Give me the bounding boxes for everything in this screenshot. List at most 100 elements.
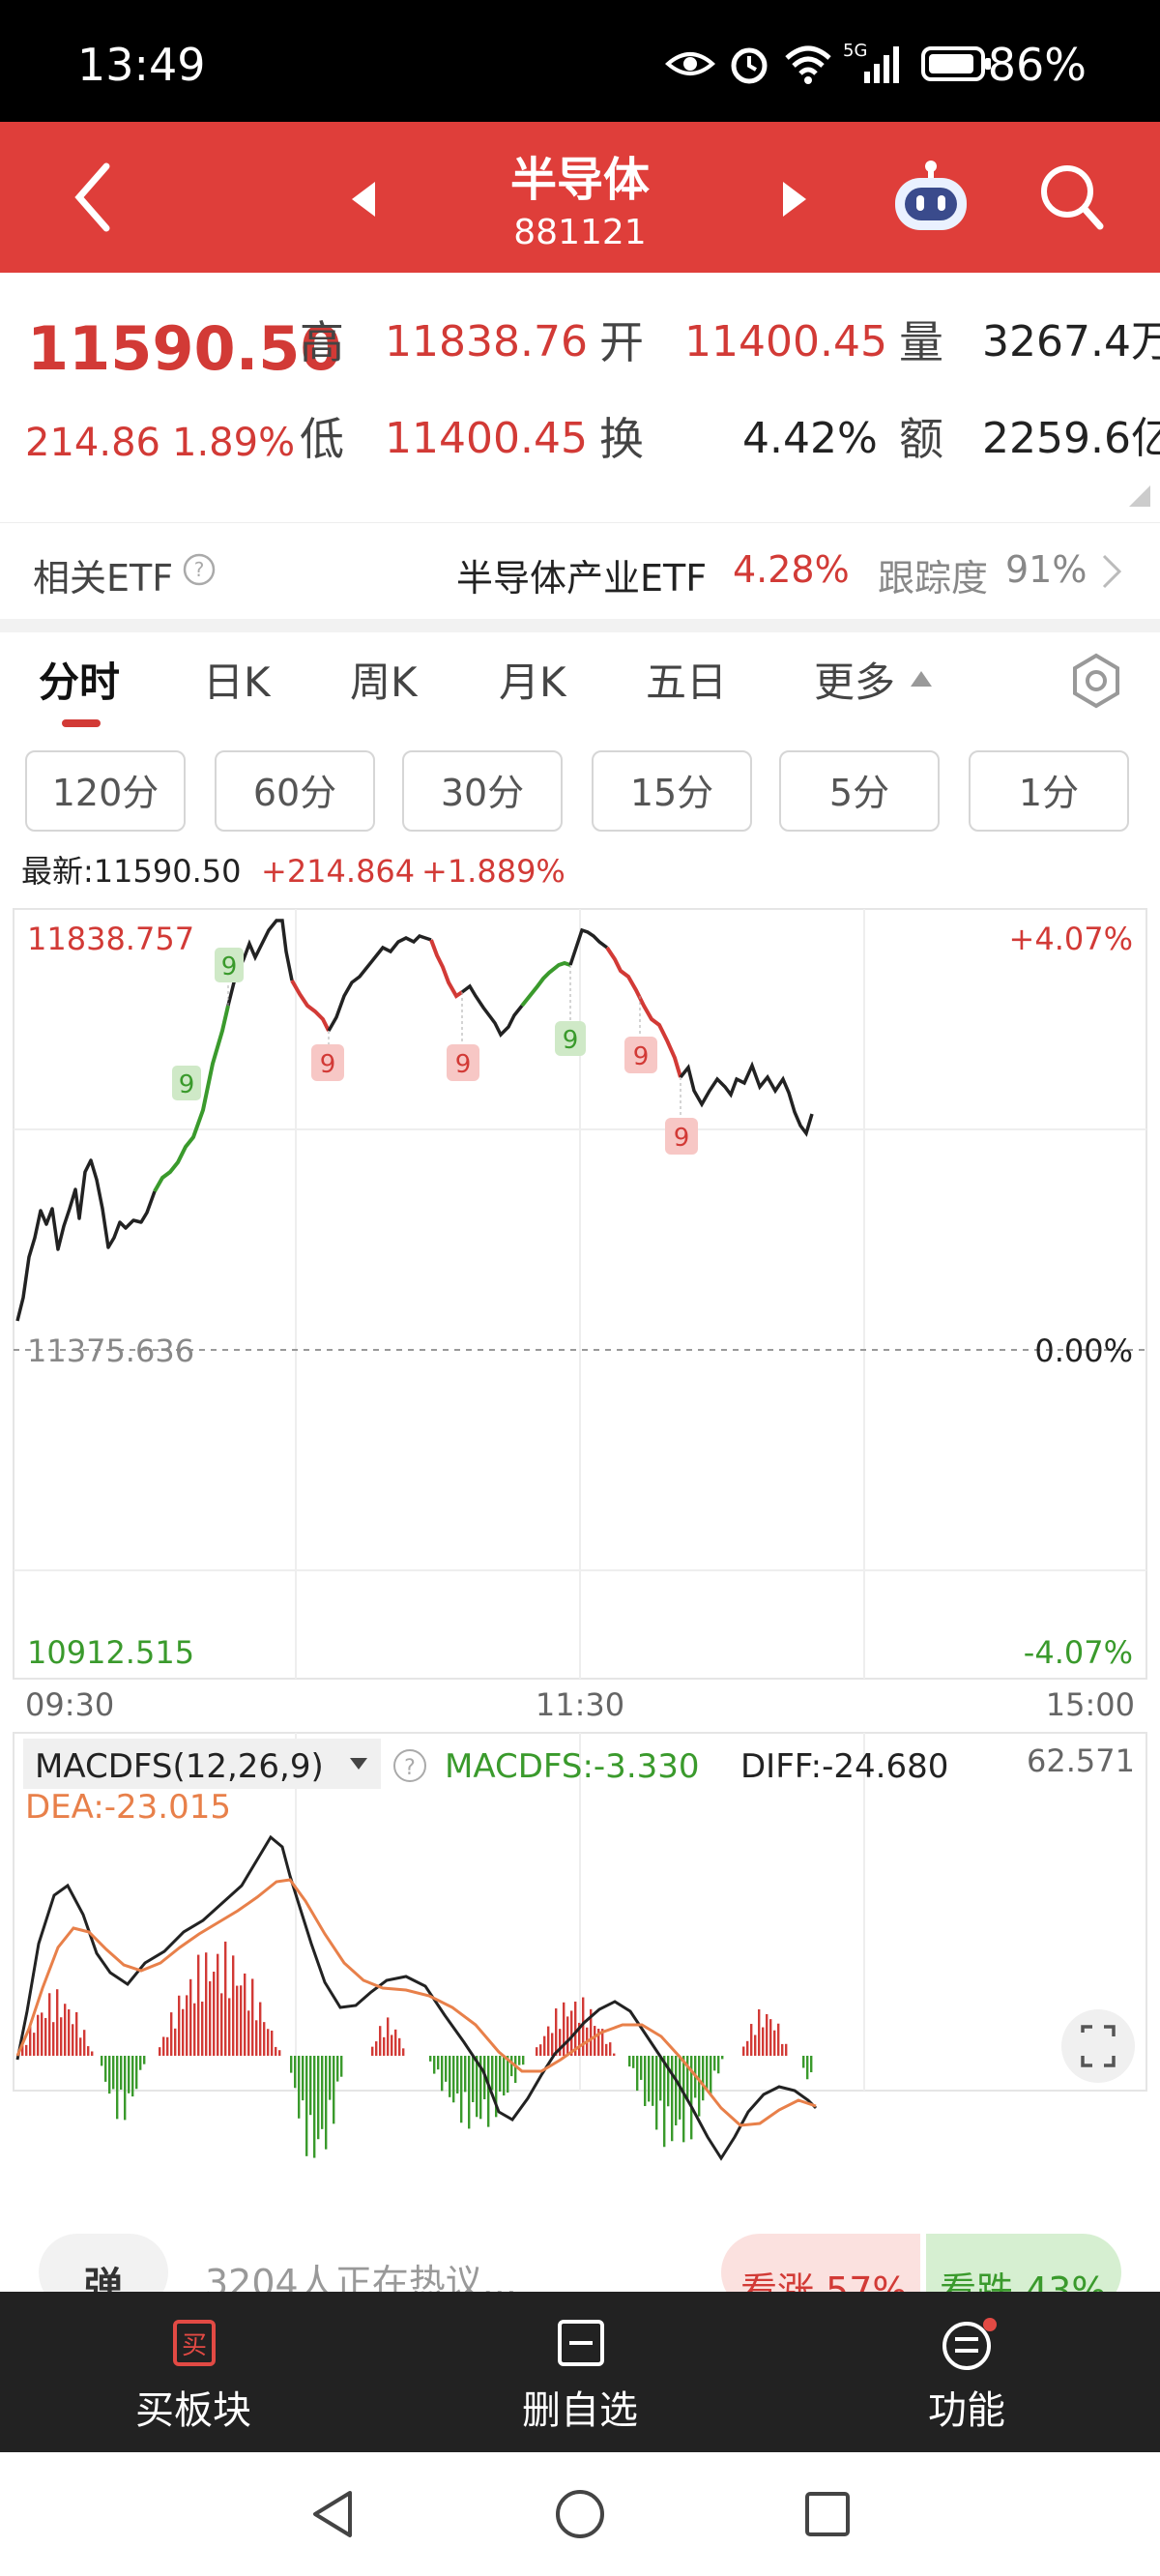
macd-bar [785, 2043, 788, 2056]
nav-recents-icon[interactable] [802, 2489, 853, 2539]
macd-bar [87, 2046, 90, 2056]
macd-bar [263, 2022, 266, 2056]
macd-bar [271, 2030, 274, 2056]
interval-1min-button[interactable]: 1分 [969, 750, 1129, 832]
tab-five-day[interactable]: 五日 [646, 659, 728, 706]
tracking-value: 91% [1005, 548, 1088, 591]
interval-5min-button[interactable]: 5分 [779, 750, 940, 832]
danmaku-label: 弹 [84, 2265, 123, 2292]
high-value: 11838.76 [385, 317, 588, 366]
bullish-vote-button[interactable]: 看涨 57% [721, 2234, 920, 2292]
tracking-label: 跟踪度 [878, 557, 989, 600]
macd-bar [116, 2056, 119, 2120]
macd-bar [336, 2056, 339, 2082]
nav-home-icon[interactable] [553, 2487, 607, 2541]
macd-bar [278, 2050, 281, 2056]
macd-bar [514, 2056, 517, 2084]
active-tab-indicator [62, 719, 101, 727]
macd-bar [29, 2024, 32, 2056]
tab-monthly-k[interactable]: 月K [499, 659, 566, 706]
macd-help-icon[interactable] [393, 1749, 426, 1782]
macd-bar [302, 2056, 304, 2101]
search-icon[interactable] [1038, 162, 1106, 232]
macd-bar [487, 2056, 490, 2127]
macd-bar [112, 2056, 115, 2090]
macd-bar [108, 2056, 111, 2094]
macd-bar [659, 2056, 662, 2101]
tab-more[interactable]: 更多 [814, 659, 896, 706]
tab-weekly-k[interactable]: 周K [350, 659, 418, 706]
macd-bar [628, 2056, 631, 2067]
macd-bar [186, 1995, 188, 2056]
sell-signal-label: 9 [633, 1042, 650, 1071]
macd-bar [499, 2056, 502, 2093]
macd-bar [193, 2003, 196, 2056]
macd-bar [713, 2056, 716, 2071]
expand-corner-icon[interactable] [1129, 485, 1150, 507]
macd-bar [72, 2024, 74, 2056]
battery-percent: 86% [987, 39, 1087, 91]
volume-value: 3267.4万 [982, 317, 1160, 366]
discussion-row[interactable]: 弹 3204人正在热议... 看涨 57% 看跌 43% [0, 2224, 1160, 2292]
previous-stock-icon[interactable] [348, 180, 379, 219]
interval-60min-button[interactable]: 60分 [215, 750, 375, 832]
macd-bar [197, 1954, 200, 2056]
macd-bar [543, 2035, 546, 2056]
macd-bar [452, 2056, 455, 2103]
macd-bar [686, 2056, 689, 2102]
robot-assistant-icon[interactable] [889, 157, 972, 240]
interval-120min-button[interactable]: 120分 [25, 750, 186, 832]
macd-bar [522, 2056, 525, 2065]
macd-bar [551, 2033, 554, 2056]
intraday-chart[interactable]: 最新:11590.50 +214.864 +1.889% 11838.757 +… [0, 851, 1160, 2224]
diff-line [15, 1834, 818, 2161]
system-nav-bar [0, 2452, 1160, 2576]
etf-name: 半导体产业ETF [456, 557, 708, 600]
notification-dot [983, 2318, 997, 2331]
next-stock-icon[interactable] [779, 180, 810, 219]
status-bar: 13:49 5G 86% [0, 0, 1160, 122]
macd-bar [25, 2044, 28, 2056]
interval-15min-button[interactable]: 15分 [592, 750, 752, 832]
price-line [460, 983, 524, 1038]
macd-indicator-selector[interactable] [23, 1739, 381, 1789]
related-etf-label: 相关ETF [33, 557, 174, 600]
related-etf-row[interactable]: 相关ETF ? 半导体产业ETF 4.28% 跟踪度 91% [0, 522, 1160, 620]
help-icon[interactable]: ? [182, 552, 217, 587]
remove-watchlist-button[interactable]: 删自选 [454, 2292, 706, 2452]
diff-value: DIFF:-24.680 [740, 1747, 948, 1786]
macd-bar [48, 1993, 51, 2056]
macd-bar [510, 2056, 513, 2077]
price-line [327, 933, 432, 1032]
macd-bar [652, 2056, 654, 2106]
macd-bar [325, 2056, 328, 2150]
settings-icon[interactable] [1067, 652, 1125, 710]
functions-button[interactable]: 功能 [841, 2292, 1092, 2452]
remove-watchlist-label: 删自选 [522, 2388, 638, 2433]
danmaku-button[interactable]: 弹 [39, 2234, 168, 2292]
macd-bar [536, 2047, 538, 2056]
macd-bar [64, 2004, 67, 2056]
interval-30min-button[interactable]: 30分 [402, 750, 563, 832]
nav-back-icon[interactable] [307, 2487, 360, 2541]
macd-bar [570, 2010, 573, 2056]
buy-sector-button[interactable]: 买 买板块 [68, 2292, 319, 2452]
menu-icon [942, 2318, 997, 2370]
macd-bar [698, 2056, 701, 2117]
macd-bar [507, 2056, 509, 2093]
macd-bar [491, 2056, 494, 2091]
macd-bar [590, 2008, 593, 2056]
fullscreen-button[interactable] [1061, 2009, 1135, 2083]
macd-bar [101, 2056, 103, 2066]
macd-bar [746, 2040, 749, 2056]
macd-bar [464, 2056, 467, 2093]
macd-bar [333, 2056, 335, 2124]
tab-daily-k[interactable]: 日K [203, 659, 271, 706]
macd-bar [60, 2017, 63, 2056]
back-arrow-icon[interactable] [70, 161, 118, 234]
bearish-vote-button[interactable]: 看跌 43% [926, 2234, 1121, 2292]
macd-bar [228, 1998, 231, 2056]
tab-intraday[interactable]: 分时 [39, 659, 121, 706]
sell-signal-label: 9 [674, 1124, 690, 1153]
stock-code: 881121 [513, 213, 647, 252]
